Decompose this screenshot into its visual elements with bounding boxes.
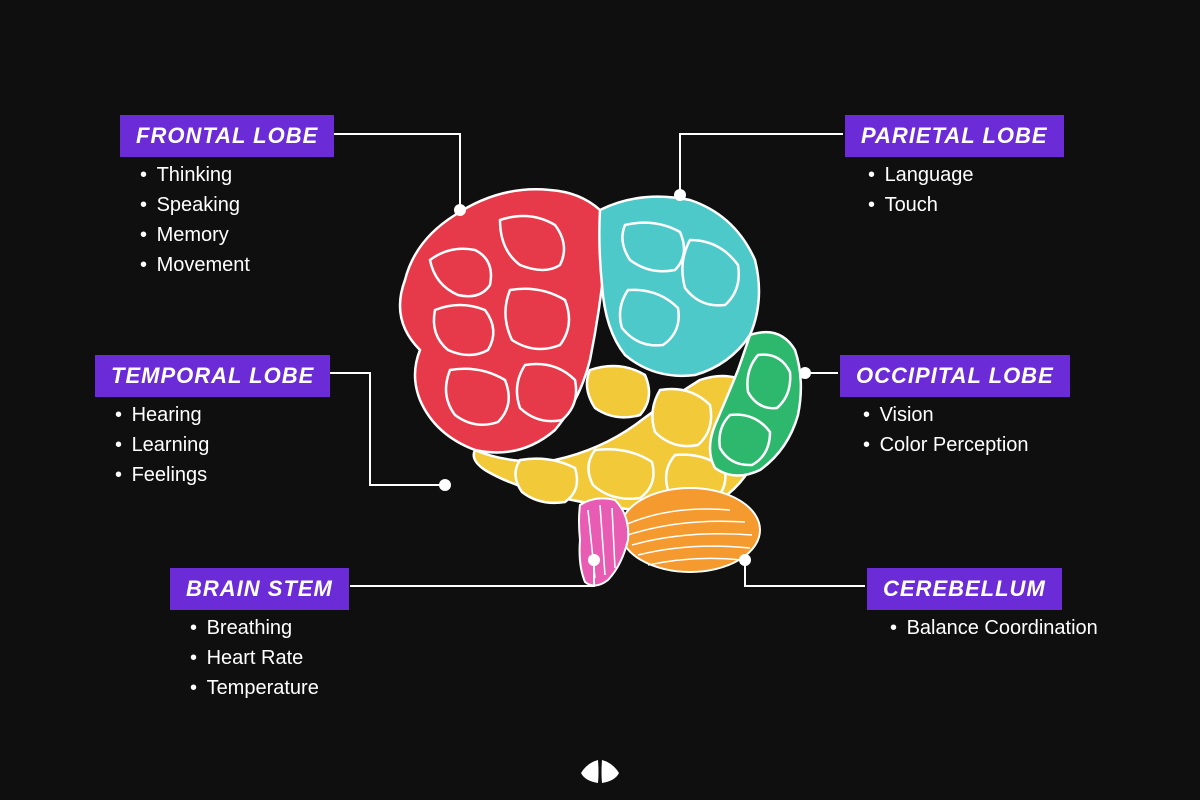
brain-diagram bbox=[380, 170, 810, 590]
function-item: Memory bbox=[140, 220, 250, 250]
function-item: Speaking bbox=[140, 190, 250, 220]
function-item: Learning bbox=[115, 430, 209, 460]
function-item: Feelings bbox=[115, 460, 209, 490]
parietal-functions: LanguageTouch bbox=[868, 160, 974, 220]
occipital-functions: VisionColor Perception bbox=[863, 400, 1029, 460]
function-item: Heart Rate bbox=[190, 643, 319, 673]
function-item: Breathing bbox=[190, 613, 319, 643]
parietal-label: PARIETAL LOBE bbox=[845, 115, 1064, 157]
parietal-lobe-region bbox=[599, 197, 759, 376]
brain_stem-label: BRAIN STEM bbox=[170, 568, 349, 610]
cerebellum-label: CEREBELLUM bbox=[867, 568, 1062, 610]
occipital-label: OCCIPITAL LOBE bbox=[840, 355, 1070, 397]
function-item: Movement bbox=[140, 250, 250, 280]
temporal-label: TEMPORAL LOBE bbox=[95, 355, 330, 397]
logo-icon bbox=[575, 755, 625, 785]
cerebellum-functions: Balance Coordination bbox=[890, 613, 1098, 643]
function-item: Language bbox=[868, 160, 974, 190]
frontal-functions: ThinkingSpeakingMemoryMovement bbox=[140, 160, 250, 280]
function-item: Temperature bbox=[190, 673, 319, 703]
frontal-lobe-region bbox=[400, 189, 607, 452]
function-item: Thinking bbox=[140, 160, 250, 190]
function-item: Color Perception bbox=[863, 430, 1029, 460]
brain-stem-region bbox=[579, 498, 628, 585]
cerebellum-region bbox=[620, 488, 760, 572]
frontal-label: FRONTAL LOBE bbox=[120, 115, 334, 157]
function-item: Vision bbox=[863, 400, 1029, 430]
function-item: Hearing bbox=[115, 400, 209, 430]
temporal-functions: HearingLearningFeelings bbox=[115, 400, 209, 490]
brain_stem-functions: BreathingHeart RateTemperature bbox=[190, 613, 319, 703]
function-item: Touch bbox=[868, 190, 974, 220]
function-item: Balance Coordination bbox=[890, 613, 1098, 643]
